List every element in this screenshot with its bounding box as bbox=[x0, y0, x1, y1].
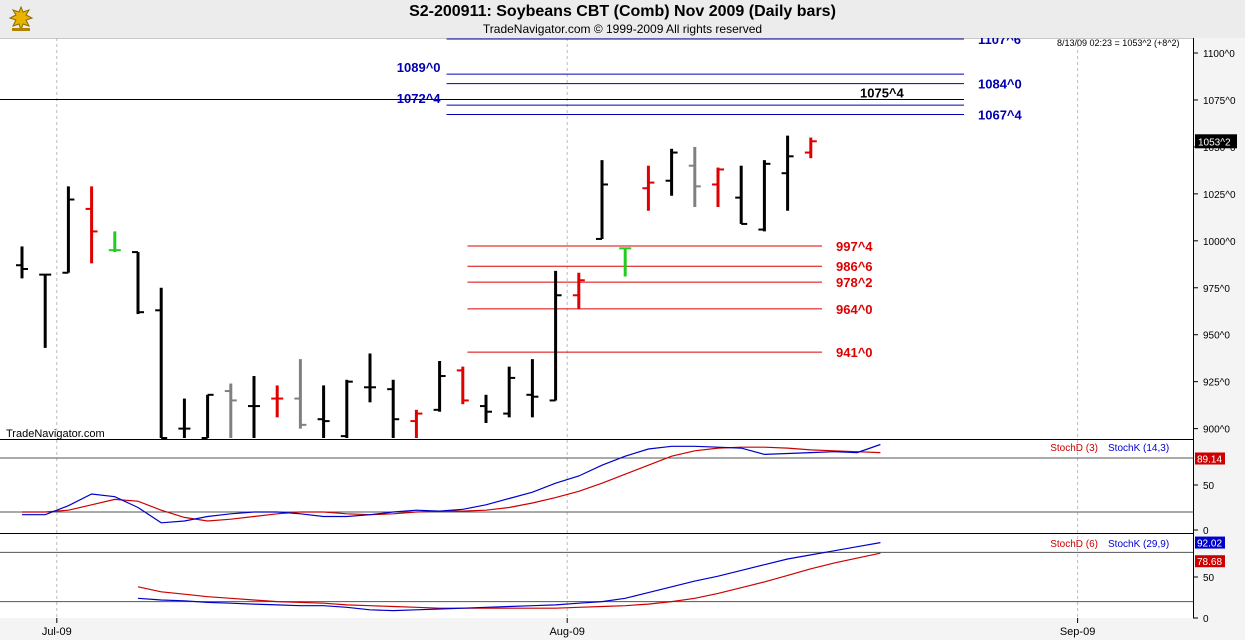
watermark: TradeNavigator.com bbox=[6, 428, 105, 440]
ohlc-bar[interactable] bbox=[503, 366, 516, 418]
ohlc-bar[interactable] bbox=[16, 246, 28, 279]
ohlc-bar[interactable] bbox=[132, 251, 144, 315]
level-label-941^0: 941^0 bbox=[836, 345, 873, 360]
stoch-29-legend-k: StochK (29,9) bbox=[1108, 539, 1169, 550]
stoch-14-y-tick-label: 50 bbox=[1203, 481, 1215, 492]
stoch-14-series-stochk-14-3-[interactable] bbox=[22, 443, 881, 524]
level-label-964^0: 964^0 bbox=[836, 302, 873, 317]
level-label-1084^0: 1084^0 bbox=[978, 77, 1022, 92]
x-tick-label: Sep-09 bbox=[1060, 626, 1095, 638]
chart-header: S2-200911: Soybeans CBT (Comb) Nov 2009 … bbox=[0, 0, 1245, 39]
level-label-1089^0: 1089^0 bbox=[397, 60, 441, 75]
ohlc-bar[interactable] bbox=[433, 361, 446, 412]
level-label-986^6: 986^6 bbox=[836, 259, 873, 274]
ohlc-bar[interactable] bbox=[224, 383, 237, 438]
level-label-1067^4: 1067^4 bbox=[978, 108, 1023, 123]
y-tick-label: 1100^0 bbox=[1203, 49, 1235, 60]
stoch-14-legend-k: StochK (14,3) bbox=[1108, 443, 1169, 454]
stoch-29-d-badge bbox=[1195, 555, 1225, 568]
ohlc-bar[interactable] bbox=[712, 167, 724, 208]
ohlc-bar[interactable] bbox=[781, 135, 794, 211]
ohlc-bar[interactable] bbox=[619, 247, 632, 277]
stoch-14-value-badge bbox=[1195, 452, 1225, 465]
level-label-978^2: 978^2 bbox=[836, 275, 873, 290]
ohlc-bar[interactable] bbox=[549, 270, 562, 402]
ohlc-bar[interactable] bbox=[665, 148, 678, 196]
ohlc-bar[interactable] bbox=[688, 146, 701, 208]
y-tick-label: 975^0 bbox=[1203, 284, 1230, 295]
chart-title: S2-200911: Soybeans CBT (Comb) Nov 2009 … bbox=[409, 3, 836, 20]
y-tick-label: 950^0 bbox=[1203, 331, 1230, 342]
ohlc-bar[interactable] bbox=[596, 160, 608, 240]
x-axis-area bbox=[0, 618, 1245, 640]
ohlc-bar[interactable] bbox=[480, 394, 492, 423]
y-tick-label: 1000^0 bbox=[1203, 237, 1236, 248]
level-label-997^4: 997^4 bbox=[836, 239, 873, 254]
ohlc-bar[interactable] bbox=[294, 359, 307, 429]
ohlc-bar[interactable] bbox=[340, 379, 353, 438]
level-label-1072^4: 1072^4 bbox=[397, 91, 442, 106]
x-tick-label: Jul-09 bbox=[42, 626, 72, 638]
last-update-info: 8/13/09 02:23 = 1053^2 (+8^2) bbox=[1057, 38, 1180, 48]
ohlc-bar[interactable] bbox=[387, 379, 400, 438]
chart-canvas[interactable]: 1107^6 1089^0 1084^0 1075^4 1072^4 1067^4 997^… bbox=[0, 38, 1245, 640]
ohlc-bar[interactable] bbox=[62, 186, 75, 274]
stoch-29-y-tick-label: 0 bbox=[1203, 614, 1209, 625]
trade-navigator-logo-icon bbox=[8, 5, 34, 32]
ohlc-bar[interactable] bbox=[526, 359, 539, 418]
stoch-29-series-stochk-29-9-[interactable] bbox=[137, 542, 881, 612]
ohlc-bar[interactable] bbox=[39, 273, 52, 348]
ohlc-bar[interactable] bbox=[735, 165, 748, 225]
y-tick-label: 1075^0 bbox=[1203, 96, 1236, 107]
ohlc-bar[interactable] bbox=[642, 165, 655, 211]
ohlc-bar[interactable] bbox=[85, 186, 98, 264]
y-tick-label: 900^0 bbox=[1203, 425, 1230, 436]
ohlc-bar[interactable] bbox=[572, 272, 585, 309]
ohlc-bar[interactable] bbox=[201, 393, 214, 439]
stoch-29-k-badge bbox=[1195, 536, 1225, 549]
stoch-29-k-label: 92.02 bbox=[1197, 539, 1222, 550]
ohlc-bar[interactable] bbox=[364, 353, 376, 403]
level-label-1107^6: 1107^6 bbox=[978, 38, 1021, 47]
x-tick-label: Aug-09 bbox=[549, 626, 584, 638]
ohlc-bar[interactable] bbox=[248, 376, 260, 438]
stoch-14-value-label: 89.14 bbox=[1197, 455, 1222, 466]
stoch-14-legend-d: StochD (3) bbox=[1050, 443, 1098, 454]
y-tick-label: 1025^0 bbox=[1203, 190, 1236, 201]
ohlc-bar[interactable] bbox=[271, 385, 284, 418]
stoch-29-y-tick-label: 50 bbox=[1203, 573, 1215, 584]
ohlc-bar[interactable] bbox=[155, 287, 168, 439]
ohlc-bar[interactable] bbox=[758, 160, 771, 232]
y-tick-label: 925^0 bbox=[1203, 378, 1230, 389]
last-price-label: 1053^2 bbox=[1198, 137, 1231, 148]
y-tick-label: 1050^0 bbox=[1203, 143, 1236, 154]
ohlc-bar[interactable] bbox=[178, 398, 191, 438]
level-label-1075^4: 1075^4 bbox=[860, 86, 905, 101]
stoch-14-y-tick-label: 0 bbox=[1203, 526, 1209, 537]
ohlc-bar[interactable] bbox=[410, 409, 423, 438]
ohlc-bar[interactable] bbox=[317, 385, 330, 438]
chart-copyright: TradeNavigator.com © 1999-2009 All right… bbox=[482, 22, 763, 36]
last-price-badge bbox=[1195, 134, 1237, 149]
stoch-29-legend-d: StochD (6) bbox=[1050, 539, 1098, 550]
ohlc-bar[interactable] bbox=[456, 366, 469, 405]
ohlc-bar[interactable] bbox=[804, 137, 817, 159]
ohlc-bar[interactable] bbox=[108, 231, 121, 253]
stoch-29-series-stochd-6-[interactable] bbox=[137, 552, 881, 609]
stoch-29-d-label: 78.68 bbox=[1197, 557, 1222, 568]
